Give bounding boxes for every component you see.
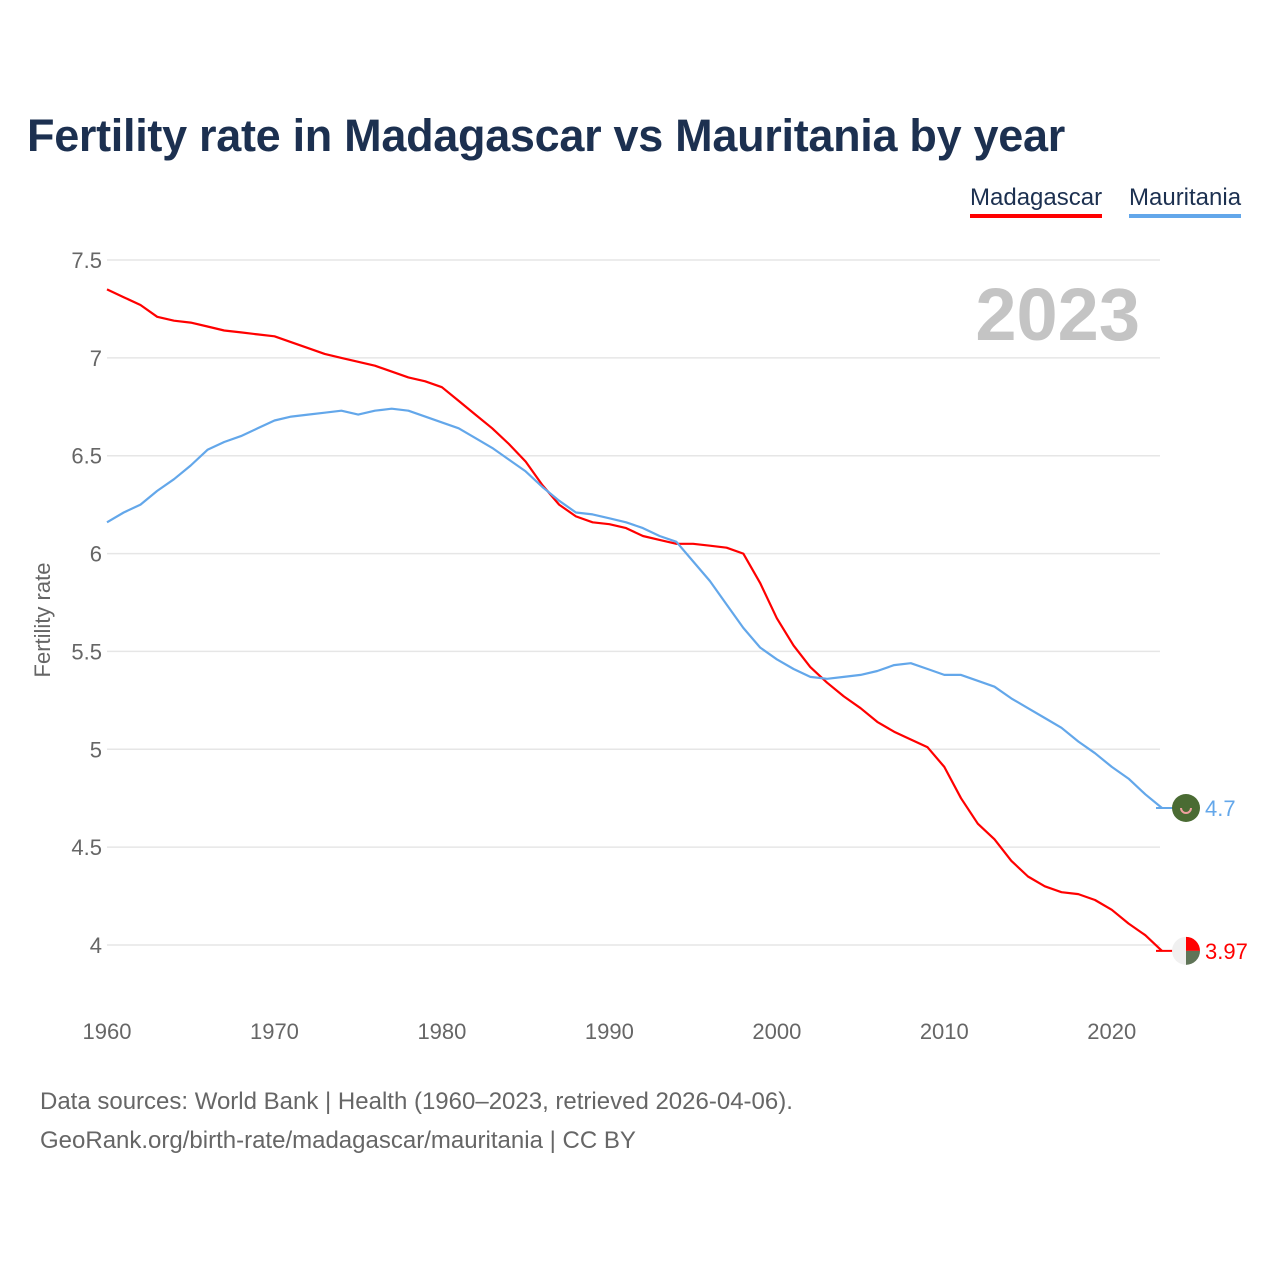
x-tick-label: 1990 [585,1019,634,1044]
x-tick-label: 1980 [417,1019,466,1044]
end-value-label: 3.97 [1205,939,1248,964]
flag-crescent [1180,807,1192,814]
legend-madagascar[interactable]: Madagascar [970,184,1103,218]
y-tick-label: 7 [90,346,102,371]
end-value-label: 4.7 [1205,796,1236,821]
year-watermark: 2023 [975,273,1140,356]
y-tick-label: 6.5 [71,444,102,469]
mauritania-flag-icon [1172,794,1200,822]
x-tick-label: 2000 [752,1019,801,1044]
x-tick-label: 1970 [250,1019,299,1044]
x-tick-label: 2010 [920,1019,969,1044]
flag-green [1186,950,1200,965]
y-axis-label: Fertility rate [30,563,55,678]
y-tick-label: 5.5 [71,639,102,664]
data-sources: Data sources: World Bank | Health (1960–… [40,1088,793,1115]
y-tick-label: 6 [90,542,102,567]
y-tick-label: 5 [90,737,102,762]
x-tick-label: 1960 [83,1019,132,1044]
source-link[interactable]: GeoRank.org/birth-rate/madagascar/maurit… [40,1127,636,1154]
x-tick-label: 2020 [1087,1019,1136,1044]
y-tick-label: 4.5 [71,835,102,860]
series-line-mauritania [106,407,1163,809]
flag-red [1186,936,1200,951]
chart-title: Fertility rate in Madagascar vs Mauritan… [27,110,1065,161]
legend-mauritania[interactable]: Mauritania [1129,184,1242,218]
series-line-madagascar [106,288,1163,952]
y-tick-label: 7.5 [71,248,102,273]
y-tick-label: 4 [90,933,102,958]
